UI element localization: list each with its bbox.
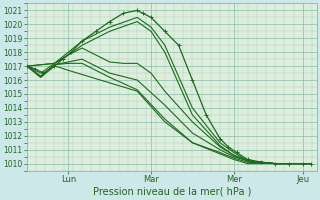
X-axis label: Pression niveau de la mer( hPa ): Pression niveau de la mer( hPa ) xyxy=(92,187,251,197)
